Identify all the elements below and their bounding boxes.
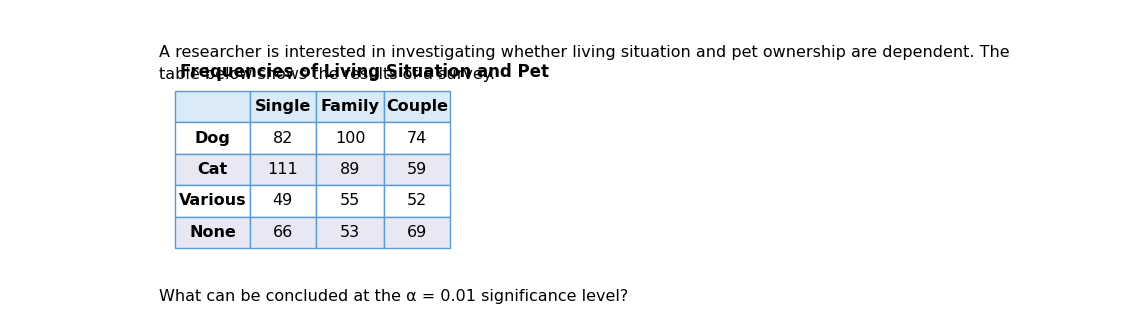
- Text: Cat: Cat: [197, 162, 228, 177]
- Bar: [384, 91, 450, 122]
- Bar: [175, 154, 249, 185]
- Text: 111: 111: [268, 162, 298, 177]
- Text: 59: 59: [407, 162, 428, 177]
- Text: Various: Various: [179, 193, 246, 208]
- Text: None: None: [189, 225, 236, 240]
- Bar: [249, 122, 315, 154]
- Text: 74: 74: [407, 131, 428, 145]
- Text: 55: 55: [340, 193, 361, 208]
- Text: Single: Single: [255, 99, 311, 114]
- Bar: [249, 91, 315, 122]
- Bar: [315, 154, 384, 185]
- Bar: [384, 122, 450, 154]
- Bar: [249, 217, 315, 248]
- Bar: [315, 122, 384, 154]
- Bar: [315, 91, 384, 122]
- Bar: [249, 185, 315, 217]
- Text: 100: 100: [335, 131, 365, 145]
- Text: 52: 52: [407, 193, 428, 208]
- Bar: [249, 154, 315, 185]
- Text: 82: 82: [272, 131, 293, 145]
- Bar: [315, 185, 384, 217]
- Text: Dog: Dog: [195, 131, 230, 145]
- Bar: [315, 217, 384, 248]
- Text: What can be concluded at the α = 0.01 significance level?: What can be concluded at the α = 0.01 si…: [159, 289, 628, 304]
- Text: 66: 66: [272, 225, 293, 240]
- Bar: [175, 185, 249, 217]
- Bar: [384, 154, 450, 185]
- Bar: [175, 91, 249, 122]
- Text: 53: 53: [340, 225, 361, 240]
- Bar: [384, 217, 450, 248]
- Text: A researcher is interested in investigating whether living situation and pet own: A researcher is interested in investigat…: [159, 45, 1010, 82]
- Bar: [175, 217, 249, 248]
- Text: Frequencies of Living Situation and Pet: Frequencies of Living Situation and Pet: [179, 63, 549, 81]
- Text: 49: 49: [272, 193, 293, 208]
- Text: Couple: Couple: [387, 99, 448, 114]
- Text: 69: 69: [407, 225, 428, 240]
- Bar: [384, 185, 450, 217]
- Text: 89: 89: [340, 162, 361, 177]
- Bar: [175, 122, 249, 154]
- Text: Family: Family: [321, 99, 380, 114]
